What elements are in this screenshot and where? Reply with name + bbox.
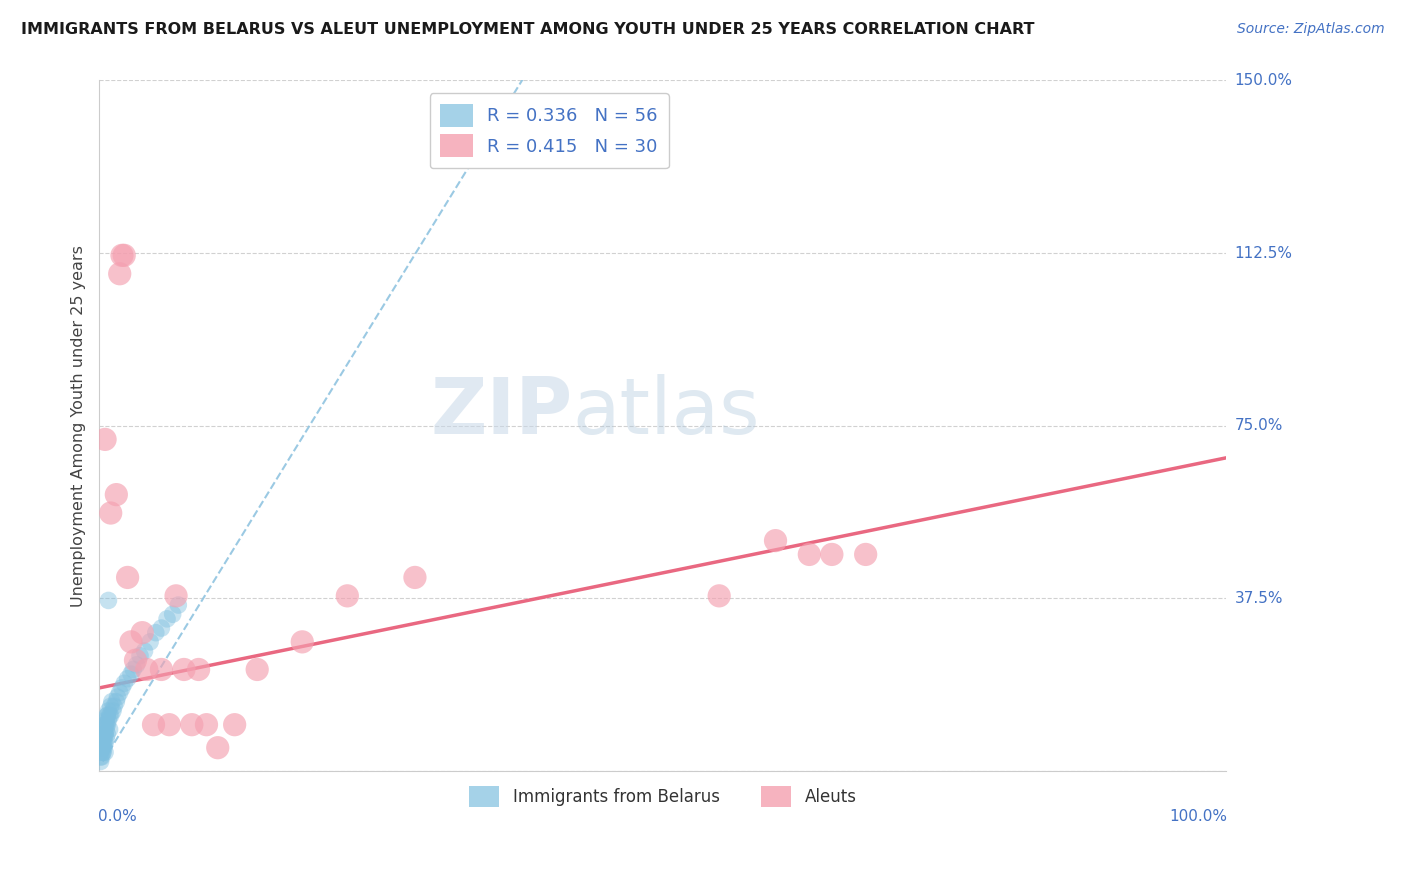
Point xyxy=(142,717,165,731)
Point xyxy=(103,699,125,714)
Text: 75.0%: 75.0% xyxy=(1234,418,1282,434)
Point xyxy=(97,713,120,727)
Point xyxy=(96,731,118,746)
Point xyxy=(91,745,114,759)
Point xyxy=(91,736,114,750)
Point xyxy=(120,667,142,681)
Point xyxy=(91,745,114,759)
Point xyxy=(105,488,128,502)
Point xyxy=(96,717,118,731)
Point xyxy=(97,593,120,607)
Point xyxy=(96,717,118,731)
Point xyxy=(180,717,202,731)
Point xyxy=(91,740,114,755)
Text: IMMIGRANTS FROM BELARUS VS ALEUT UNEMPLOYMENT AMONG YOUTH UNDER 25 YEARS CORRELA: IMMIGRANTS FROM BELARUS VS ALEUT UNEMPLO… xyxy=(21,22,1035,37)
Point xyxy=(162,607,184,622)
Point xyxy=(117,570,139,584)
Text: atlas: atlas xyxy=(572,374,761,450)
Point xyxy=(224,717,246,731)
Point xyxy=(156,612,179,626)
Point xyxy=(131,625,153,640)
Point xyxy=(90,740,112,755)
Text: ZIP: ZIP xyxy=(430,374,572,450)
Text: 150.0%: 150.0% xyxy=(1234,73,1292,88)
Point xyxy=(94,745,117,759)
Point xyxy=(187,663,209,677)
Point xyxy=(107,690,129,704)
Point xyxy=(90,755,112,769)
Point xyxy=(100,699,122,714)
Point xyxy=(404,570,426,584)
Text: 112.5%: 112.5% xyxy=(1234,245,1292,260)
Point xyxy=(90,750,112,764)
Point xyxy=(96,713,118,727)
Point xyxy=(93,731,115,746)
Point xyxy=(90,745,112,759)
Point xyxy=(97,704,120,718)
Point xyxy=(98,723,121,737)
Point xyxy=(799,548,821,562)
Point xyxy=(111,248,134,262)
Point xyxy=(139,635,162,649)
Point xyxy=(90,750,112,764)
Point xyxy=(94,736,117,750)
Point xyxy=(112,676,135,690)
Point xyxy=(93,740,115,755)
Point xyxy=(94,717,117,731)
Point xyxy=(101,704,124,718)
Point xyxy=(165,589,187,603)
Point xyxy=(94,727,117,741)
Point xyxy=(112,248,135,262)
Point xyxy=(195,717,218,731)
Y-axis label: Unemployment Among Youth under 25 years: Unemployment Among Youth under 25 years xyxy=(72,244,86,607)
Point xyxy=(709,589,731,603)
Text: 100.0%: 100.0% xyxy=(1170,809,1227,823)
Point xyxy=(145,625,167,640)
Point xyxy=(125,657,148,672)
Text: Source: ZipAtlas.com: Source: ZipAtlas.com xyxy=(1237,22,1385,37)
Point xyxy=(96,723,118,737)
Text: 0.0%: 0.0% xyxy=(98,809,136,823)
Point xyxy=(96,708,118,723)
Point xyxy=(90,740,112,755)
Point xyxy=(207,740,229,755)
Point xyxy=(124,653,146,667)
Point xyxy=(108,267,131,281)
Point xyxy=(135,663,157,677)
Point xyxy=(120,635,142,649)
Point xyxy=(150,663,173,677)
Point xyxy=(108,685,131,699)
Point xyxy=(122,663,145,677)
Point xyxy=(150,621,173,635)
Point xyxy=(90,731,112,746)
Point xyxy=(101,695,124,709)
Point xyxy=(765,533,787,548)
Point xyxy=(94,433,117,447)
Text: 37.5%: 37.5% xyxy=(1234,591,1284,606)
Point xyxy=(93,736,115,750)
Point xyxy=(117,672,139,686)
Point xyxy=(821,548,844,562)
Point xyxy=(173,663,195,677)
Point xyxy=(96,708,118,723)
Point xyxy=(157,717,180,731)
Point xyxy=(111,681,134,695)
Point xyxy=(94,727,117,741)
Point xyxy=(855,548,877,562)
Point xyxy=(134,644,156,658)
Point xyxy=(100,506,122,520)
Point xyxy=(100,708,122,723)
Point xyxy=(336,589,359,603)
Point xyxy=(93,723,115,737)
Point xyxy=(167,598,190,612)
Point xyxy=(96,727,118,741)
Point xyxy=(98,708,121,723)
Point xyxy=(246,663,269,677)
Legend: Immigrants from Belarus, Aleuts: Immigrants from Belarus, Aleuts xyxy=(463,780,863,814)
Point xyxy=(91,727,114,741)
Point xyxy=(105,695,128,709)
Point xyxy=(129,648,152,663)
Point xyxy=(291,635,314,649)
